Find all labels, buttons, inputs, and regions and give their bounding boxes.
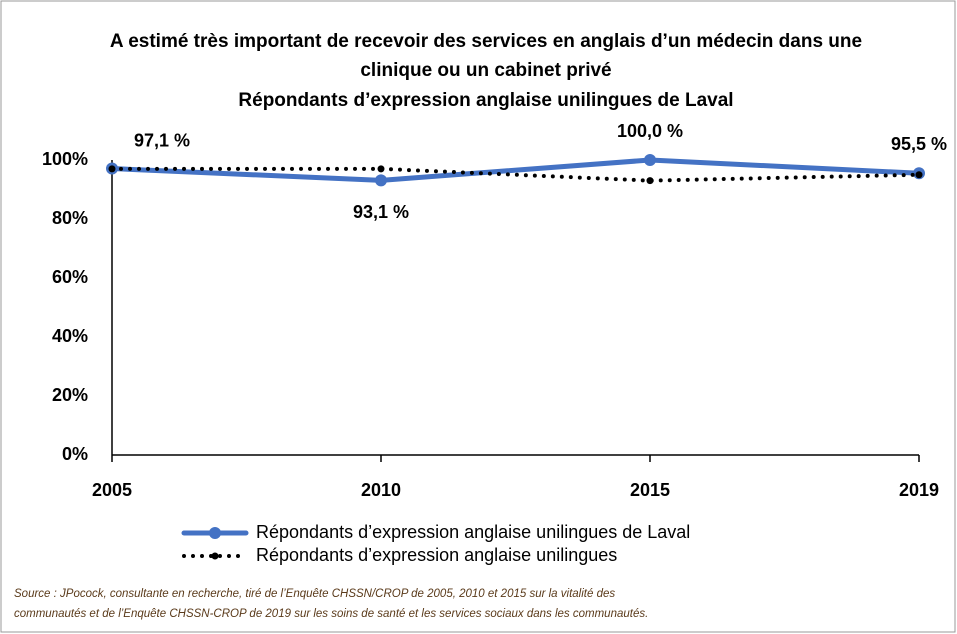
legend-marker	[211, 552, 219, 560]
x-tick-label: 2019	[899, 480, 939, 500]
legend-label: Répondants d’expression anglaise uniling…	[256, 545, 617, 565]
source: Source : JPocock, consultante en recherc…	[14, 588, 615, 600]
point	[108, 165, 116, 173]
chart-title: A estimé très important de recevoir des …	[110, 31, 862, 52]
value-label: 93,1 %	[353, 202, 409, 222]
point	[644, 154, 656, 166]
y-tick-label: 0%	[62, 444, 88, 464]
y-tick-label: 20%	[52, 385, 88, 405]
legend-label: Répondants d’expression anglaise uniling…	[256, 522, 690, 542]
legend-marker	[209, 527, 221, 539]
point	[377, 165, 385, 173]
y-tick-label: 40%	[52, 326, 88, 346]
x-tick-label: 2010	[361, 480, 401, 500]
point	[646, 177, 654, 185]
y-tick-label: 60%	[52, 267, 88, 287]
point	[915, 171, 923, 179]
value-label: 100,0 %	[617, 121, 683, 141]
series-line	[110, 166, 921, 183]
chart-title: clinique ou un cabinet privé	[360, 60, 611, 81]
y-tick-label: 100%	[42, 149, 88, 169]
y-tick-label: 80%	[52, 208, 88, 228]
x-tick-label: 2015	[630, 480, 670, 500]
source: communautés et de l’Enquête CHSSN-CROP d…	[14, 608, 648, 620]
series-line	[109, 157, 922, 183]
value-label: 97,1 %	[134, 130, 190, 150]
value-label: 95,5 %	[891, 134, 947, 154]
x-tick-label: 2005	[92, 480, 132, 500]
chart-subtitle: Répondants d’expression anglaise uniling…	[238, 90, 733, 111]
point	[375, 174, 387, 187]
